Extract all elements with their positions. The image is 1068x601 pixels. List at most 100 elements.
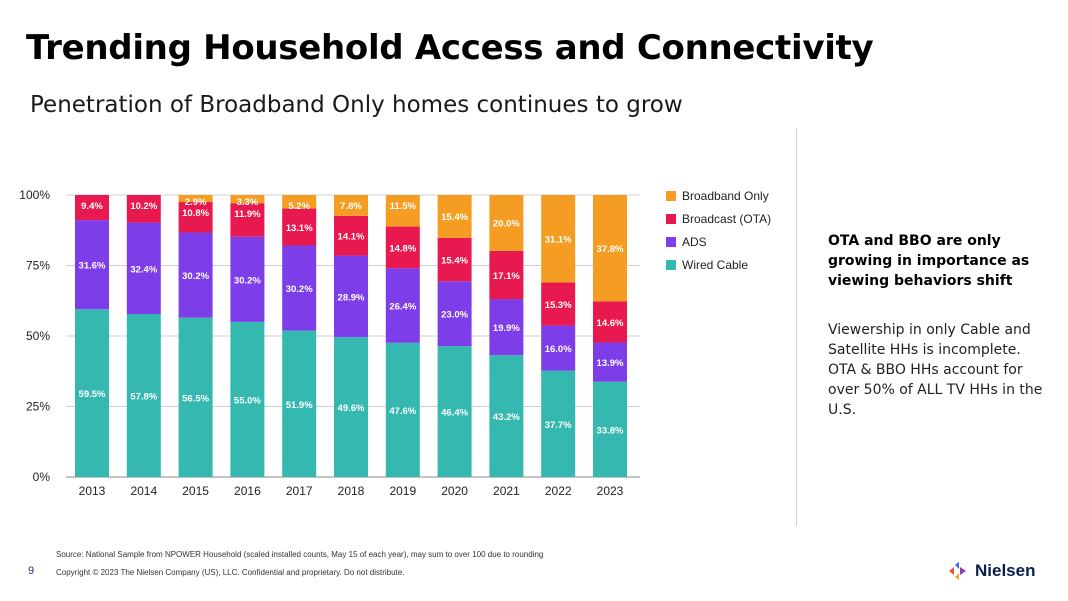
data-label: 30.2%: [182, 271, 209, 282]
source-note: Source: National Sample from NPOWER Hous…: [56, 550, 544, 559]
data-label: 26.4%: [389, 302, 416, 313]
bar-segment: [385, 226, 420, 269]
bar-segment: [126, 222, 161, 315]
x-tick-label: 2017: [286, 484, 313, 498]
data-label: 30.2%: [234, 275, 261, 286]
y-tick-label: 50%: [26, 329, 50, 343]
data-label: 14.8%: [389, 243, 416, 254]
data-label: 11.5%: [390, 201, 417, 212]
data-label: 43.2%: [493, 412, 520, 423]
nielsen-logo-icon: [949, 562, 966, 580]
bar-segment: [230, 236, 265, 322]
data-label: 9.4%: [81, 201, 103, 212]
side-body-text: Viewership in only Cable and Satellite H…: [828, 322, 1043, 418]
nielsen-logo: Nielsen: [948, 561, 1035, 581]
legend-label: Broadcast (OTA): [682, 212, 771, 226]
data-label: 15.3%: [545, 300, 572, 311]
data-label: 57.8%: [130, 392, 157, 403]
copyright-note: Copyright © 2023 The Nielsen Company (US…: [56, 568, 405, 577]
data-label: 49.6%: [338, 403, 365, 414]
y-tick-label: 100%: [19, 188, 50, 202]
x-tick-label: 2023: [597, 484, 624, 498]
data-label: 37.7%: [545, 420, 572, 431]
data-label: 31.1%: [545, 235, 572, 246]
bar-segment: [230, 195, 265, 204]
legend-label: Wired Cable: [682, 258, 748, 272]
legend-label: Broadband Only: [682, 189, 769, 203]
bar-segment: [593, 301, 627, 343]
bar-segment: [126, 314, 161, 477]
y-tick-label: 0%: [33, 470, 51, 484]
stacked-bar-chart: 100% 75% 50% 25% 0% 59.5% 31.6% 9.4% 2013 57.8% 32…: [19, 188, 771, 498]
data-label: 15.4%: [441, 212, 468, 223]
side-heading: OTA and BBO are only growing in importan…: [828, 233, 1030, 289]
x-tick-label: 2019: [389, 484, 416, 498]
data-label: 47.6%: [389, 406, 416, 417]
x-tick-label: 2018: [338, 484, 365, 498]
bar-segment: [334, 255, 368, 338]
bar-segment: [593, 342, 627, 382]
bar-segment: [437, 346, 472, 477]
bar-segment: [230, 321, 265, 477]
data-label: 7.8%: [340, 201, 362, 212]
bar-segment: [282, 245, 317, 331]
bar-segment: [437, 195, 472, 238]
data-label: 5.2%: [288, 201, 310, 212]
data-label: 33.8%: [597, 425, 624, 436]
bar-segment: [385, 195, 420, 227]
bar-segment: [334, 337, 368, 477]
data-label: 13.1%: [286, 223, 313, 234]
bar-segment: [282, 208, 317, 246]
data-label: 32.4%: [130, 264, 157, 275]
bar-segment: [541, 370, 576, 477]
data-label: 16.0%: [545, 344, 572, 355]
bar-segment: [541, 195, 576, 283]
legend-swatch: [666, 191, 676, 201]
data-label: 17.1%: [493, 271, 520, 282]
data-label: 11.9%: [234, 209, 261, 220]
data-label: 55.0%: [234, 395, 261, 406]
data-label: 19.9%: [493, 323, 520, 334]
data-label: 10.8%: [182, 208, 209, 219]
bar-segment: [385, 268, 420, 343]
data-label: 10.2%: [130, 201, 157, 212]
bar-segment: [334, 195, 368, 216]
legend-label: ADS: [682, 235, 707, 249]
data-label: 59.5%: [79, 389, 106, 400]
data-label: 20.0%: [493, 219, 520, 230]
data-label: 2.9%: [185, 197, 207, 208]
data-label: 28.9%: [338, 292, 365, 303]
bar-segment: [489, 195, 524, 251]
data-label: 14.1%: [338, 232, 365, 243]
page-number: 9: [28, 565, 35, 577]
bar-segment: [489, 355, 524, 477]
data-label: 23.0%: [441, 310, 468, 321]
bar-segment: [334, 215, 368, 256]
bar-segment: [75, 309, 109, 477]
data-label: 13.9%: [597, 358, 624, 369]
slide-title: Trending Household Access and Connectivi…: [26, 28, 874, 68]
data-label: 3.3%: [237, 197, 259, 208]
x-tick-label: 2020: [441, 484, 468, 498]
bar-segment: [385, 342, 420, 477]
data-label: 15.4%: [441, 256, 468, 267]
y-tick-label: 25%: [26, 400, 50, 414]
bar-segment: [437, 237, 472, 282]
bar-segment: [489, 299, 524, 356]
data-label: 46.4%: [441, 408, 468, 419]
data-label: 51.9%: [286, 400, 313, 411]
bar-segment: [541, 325, 576, 371]
x-tick-label: 2013: [79, 484, 106, 498]
bar-segment: [230, 203, 265, 237]
data-label: 14.6%: [597, 318, 624, 329]
nielsen-logo-text: Nielsen: [975, 561, 1036, 580]
bar-segment: [178, 195, 213, 203]
data-label: 30.2%: [286, 284, 313, 295]
bar-segment: [593, 195, 627, 302]
data-label: 37.8%: [597, 244, 624, 255]
vertical-divider: [796, 128, 797, 526]
legend-swatch: [666, 237, 676, 247]
data-label: 56.5%: [182, 393, 209, 404]
y-tick-label: 75%: [26, 259, 50, 273]
bar-segment: [593, 381, 627, 477]
